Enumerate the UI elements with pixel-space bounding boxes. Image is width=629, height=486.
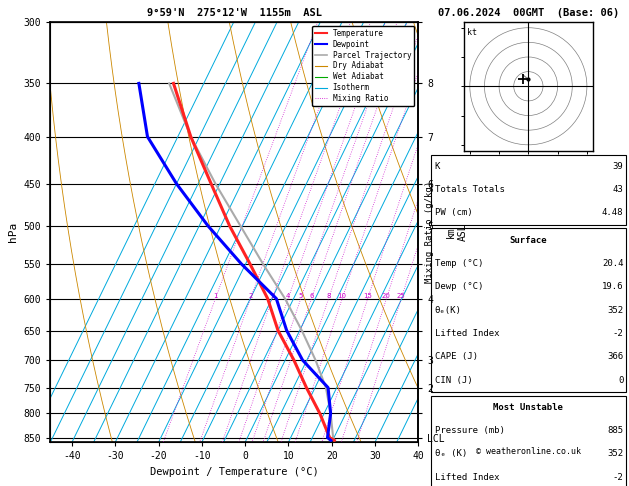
Text: CAPE (J): CAPE (J) — [435, 352, 477, 361]
Text: © weatheronline.co.uk: © weatheronline.co.uk — [476, 447, 581, 456]
Text: PW (cm): PW (cm) — [435, 208, 472, 217]
Y-axis label: hPa: hPa — [8, 222, 18, 242]
X-axis label: Dewpoint / Temperature (°C): Dewpoint / Temperature (°C) — [150, 467, 319, 477]
Text: 20: 20 — [382, 293, 391, 298]
Text: 10: 10 — [338, 293, 347, 298]
Text: 885: 885 — [607, 426, 623, 435]
Text: Pressure (mb): Pressure (mb) — [435, 426, 504, 435]
Legend: Temperature, Dewpoint, Parcel Trajectory, Dry Adiabat, Wet Adiabat, Isotherm, Mi: Temperature, Dewpoint, Parcel Trajectory… — [312, 26, 415, 106]
Text: CIN (J): CIN (J) — [435, 376, 472, 384]
Text: Most Unstable: Most Unstable — [493, 403, 564, 412]
Text: θₑ(K): θₑ(K) — [435, 306, 462, 314]
Text: 19.6: 19.6 — [602, 282, 623, 291]
Text: 366: 366 — [607, 352, 623, 361]
Text: 4.48: 4.48 — [602, 208, 623, 217]
Text: 43: 43 — [613, 185, 623, 194]
Text: 8: 8 — [326, 293, 331, 298]
Text: 9°59'N  275°12'W  1155m  ASL: 9°59'N 275°12'W 1155m ASL — [147, 8, 322, 18]
Text: -2: -2 — [613, 329, 623, 338]
Text: Surface: Surface — [509, 236, 547, 244]
Text: Temp (°C): Temp (°C) — [435, 259, 483, 268]
Text: Lifted Index: Lifted Index — [435, 329, 499, 338]
Text: 5: 5 — [299, 293, 303, 298]
Text: 20.4: 20.4 — [602, 259, 623, 268]
Text: 352: 352 — [607, 306, 623, 314]
Text: 3: 3 — [270, 293, 274, 298]
Text: θₑ (K): θₑ (K) — [435, 450, 467, 458]
Text: K: K — [435, 162, 440, 171]
Text: 4: 4 — [286, 293, 291, 298]
Text: 0: 0 — [618, 376, 623, 384]
Text: kt: kt — [467, 28, 477, 37]
Text: 15: 15 — [364, 293, 372, 298]
Text: Totals Totals: Totals Totals — [435, 185, 504, 194]
Text: 2: 2 — [248, 293, 253, 298]
Text: 25: 25 — [397, 293, 406, 298]
Text: 6: 6 — [309, 293, 314, 298]
Text: 39: 39 — [613, 162, 623, 171]
Text: 352: 352 — [607, 450, 623, 458]
Text: 07.06.2024  00GMT  (Base: 06): 07.06.2024 00GMT (Base: 06) — [438, 8, 619, 18]
Text: Lifted Index: Lifted Index — [435, 473, 499, 482]
Text: Mixing Ratio (g/kg): Mixing Ratio (g/kg) — [425, 181, 433, 283]
Text: -2: -2 — [613, 473, 623, 482]
Text: 1: 1 — [213, 293, 218, 298]
Text: Dewp (°C): Dewp (°C) — [435, 282, 483, 291]
Y-axis label: km
ASL: km ASL — [447, 223, 468, 241]
